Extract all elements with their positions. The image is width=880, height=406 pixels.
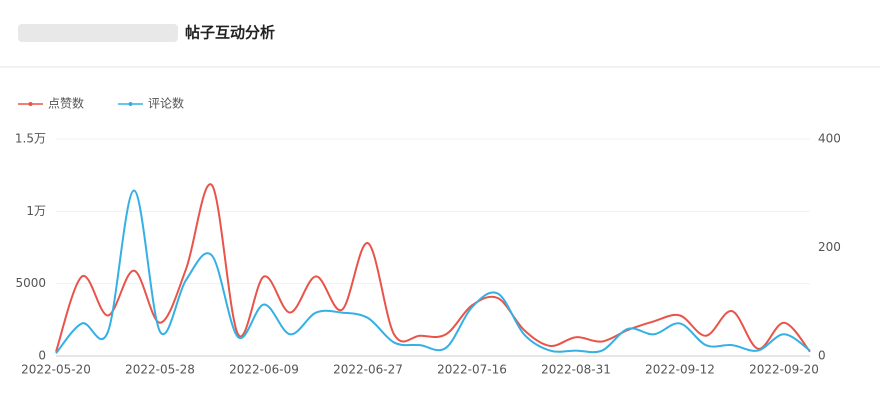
x-tick-label: 2022-07-16 [437,363,507,377]
x-tick-label: 2022-09-12 [645,363,715,377]
y2-tick-label: 200 [818,240,841,254]
x-tick-label: 2022-06-27 [333,363,403,377]
y2-tick-label: 400 [818,132,841,146]
legend-dot [128,102,133,106]
y-tick-label: 0 [38,349,46,363]
legend-dot [28,102,33,106]
x-tick-label: 2022-08-31 [541,363,611,377]
series-line [55,189,811,354]
y-tick-label: 1.5万 [15,132,46,146]
legend: 点赞数 评论数 [18,96,184,111]
series-line [55,183,811,353]
y2-tick-label: 0 [818,349,826,363]
x-tick-label: 2022-05-20 [21,363,91,377]
x-tick-label: 2022-09-20 [749,363,819,377]
x-tick-label: 2022-05-28 [125,363,195,377]
blurred-text [18,24,178,42]
legend-label: 评论数 [148,96,184,111]
y-tick-label: 1万 [26,204,46,218]
legend-label: 点赞数 [48,96,84,111]
y-tick-label: 5000 [15,276,46,290]
chart-title: 帖子互动分析 [185,24,275,42]
x-tick-label: 2022-06-09 [229,363,299,377]
